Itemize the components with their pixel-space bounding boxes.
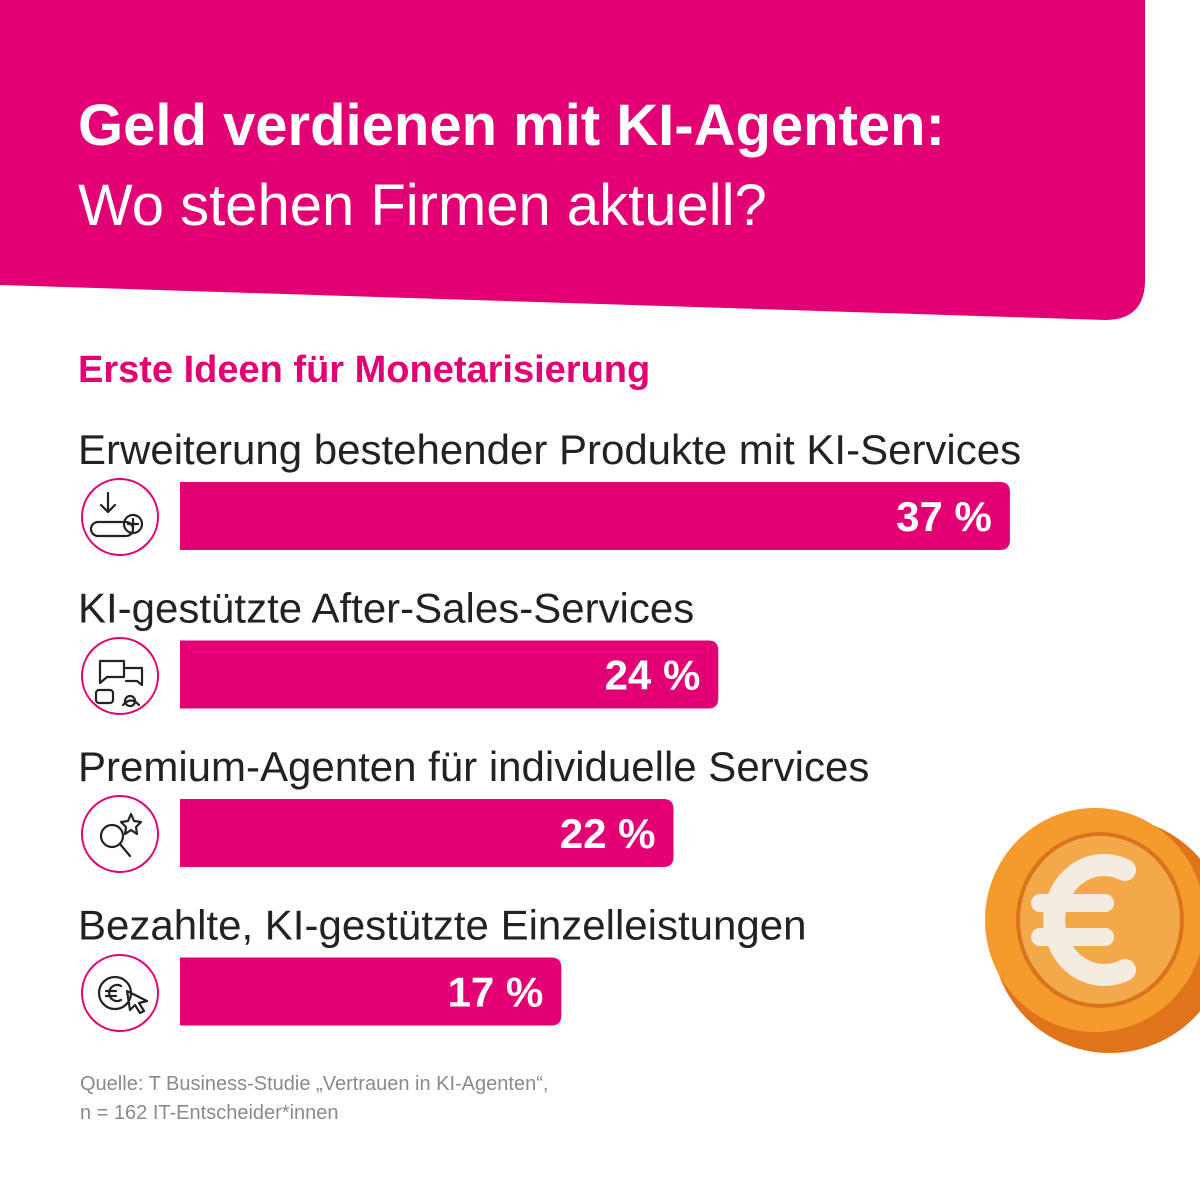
chart-title: Geld verdienen mit KI-Agenten:	[78, 93, 945, 158]
category-label: KI-gestützte After-Sales-Services	[78, 585, 694, 632]
coin	[985, 808, 1200, 1053]
bar	[180, 957, 562, 1026]
value-label: 24 %	[605, 652, 701, 699]
chart-subtitle: Wo stehen Firmen aktuell?	[78, 173, 767, 238]
source-note: Quelle: T Business-Studie „Vertrauen in …	[80, 1073, 548, 1095]
value-label: 37 %	[896, 493, 992, 540]
icon-chat	[81, 637, 159, 715]
header-banner	[0, 0, 1145, 320]
icons	[81, 478, 159, 1032]
category-label: Bezahlte, KI-gestützte Einzelleistungen	[78, 902, 806, 949]
source-note: n = 162 IT-Entscheider*innen	[80, 1102, 339, 1124]
icon-search-star	[81, 795, 159, 873]
category-label: Erweiterung bestehender Produkte mit KI-…	[78, 426, 1021, 473]
section-heading: Erste Ideen für Monetarisierung	[78, 349, 650, 391]
value-label: 22 %	[560, 810, 656, 857]
icon-product	[81, 478, 159, 556]
bar	[180, 482, 1010, 550]
bar	[180, 640, 719, 709]
category-label: Premium-Agenten für individuelle Service…	[78, 743, 869, 790]
icon-euro-click	[81, 954, 159, 1032]
value-label: 17 %	[448, 969, 544, 1016]
bar	[180, 799, 674, 867]
